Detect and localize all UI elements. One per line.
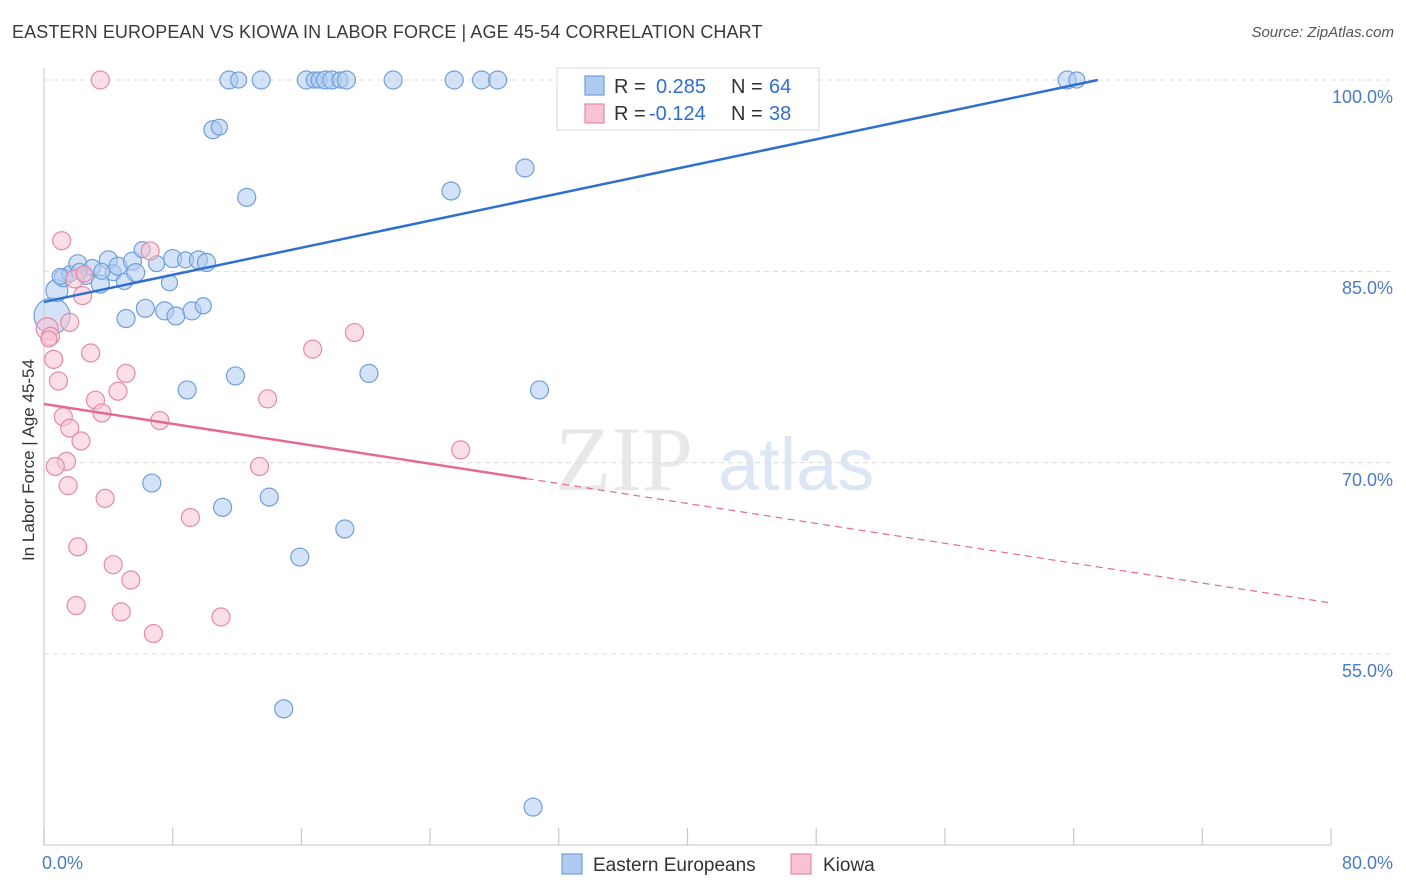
bottom-legend: Eastern Europeans Kiowa	[561, 853, 875, 876]
eastern-european-point-15	[135, 298, 155, 318]
y-tick-label-70: 70.0%	[1342, 470, 1393, 490]
eastern-european-point-41	[471, 70, 492, 90]
watermark-atlas: atlas	[718, 423, 874, 506]
kiowa-point-26	[111, 602, 131, 622]
kiowa-point-24	[121, 570, 141, 590]
kiowa-point-5	[60, 312, 80, 332]
legend-r-value-pink: -0.124	[649, 103, 706, 125]
kiowa-point-22	[68, 537, 88, 557]
kiowa-point-20	[58, 476, 78, 496]
kiowa-point-11	[108, 381, 128, 401]
eastern-european-point-49	[515, 158, 535, 178]
kiowa-point-12	[116, 363, 136, 383]
trend-lines	[43, 78, 1332, 604]
eastern-european-point-31	[251, 70, 271, 90]
eastern-european-point-28	[210, 118, 228, 136]
eastern-european-point-55	[212, 497, 233, 517]
bottom-legend-label-blue: Eastern Europeans	[593, 855, 756, 876]
eastern-european-point-57	[335, 519, 355, 539]
kiowa-point-16	[60, 418, 80, 438]
legend-swatch-blue	[584, 75, 605, 96]
kiowa-point-28	[180, 507, 200, 528]
trend-line-kiowa-solid	[43, 402, 527, 480]
eastern-european-point-47	[237, 187, 257, 207]
trend-line-kiowa-dashed	[526, 478, 1332, 604]
y-tick-label-55: 55.0%	[1342, 661, 1393, 681]
kiowa-point-23	[103, 555, 123, 575]
kiowa-point-27	[143, 623, 163, 644]
legend-n-label-blue: N =	[731, 76, 763, 98]
eastern-european-point-42	[488, 70, 508, 90]
eastern-european-point-59	[274, 699, 294, 719]
legend: R = 0.285 N = 64 R = -0.124 N = 38	[556, 67, 820, 131]
y-tick-label-85: 85.0%	[1342, 278, 1393, 298]
eastern-european-point-24	[194, 297, 212, 315]
legend-r-label-blue: R =	[614, 76, 646, 98]
kiowa-point-37	[75, 265, 93, 283]
eastern-european-point-38	[336, 70, 357, 90]
x-tick-label-max: 80.0%	[1342, 853, 1393, 873]
page-title: EASTERN EUROPEAN VS KIOWA IN LABOR FORCE…	[12, 22, 763, 42]
kiowa-point-32	[303, 339, 323, 359]
eastern-european-point-13	[126, 263, 146, 283]
x-tick-label-min: 0.0%	[42, 853, 83, 873]
legend-n-value-blue: 64	[769, 76, 791, 98]
series-kiowa	[35, 70, 471, 644]
kiowa-point-36	[40, 330, 58, 348]
kiowa-point-34	[451, 440, 471, 460]
axes-layer	[43, 68, 1332, 846]
trend-line-eastern-europeans	[43, 78, 1098, 304]
kiowa-point-21	[95, 488, 115, 508]
kiowa-point-8	[81, 343, 101, 363]
eastern-european-point-48	[441, 181, 461, 201]
kiowa-point-33	[344, 322, 365, 343]
eastern-european-point-20	[166, 306, 186, 326]
eastern-european-point-51	[225, 366, 246, 386]
legend-r-label-pink: R =	[614, 103, 646, 125]
kiowa-point-17	[71, 431, 91, 451]
kiowa-point-3	[48, 371, 69, 391]
legend-r-value-blue: 0.285	[656, 76, 706, 98]
eastern-european-point-54	[142, 473, 162, 493]
kiowa-point-31	[258, 389, 278, 409]
kiowa-point-4	[52, 231, 72, 251]
y-tick-label-100: 100.0%	[1332, 87, 1393, 107]
kiowa-point-30	[249, 456, 270, 477]
kiowa-point-29	[211, 607, 231, 627]
legend-swatch-pink	[584, 103, 605, 124]
eastern-european-point-39	[383, 70, 403, 90]
kiowa-point-35	[90, 70, 110, 90]
y-tick-labels: 55.0% 70.0% 85.0% 100.0%	[1332, 87, 1393, 681]
watermark-zip: ZIP	[555, 408, 693, 510]
eastern-european-point-52	[359, 363, 379, 383]
source-credit: Source: ZipAtlas.com	[1251, 24, 1394, 41]
eastern-european-point-50	[177, 380, 197, 400]
legend-n-value-pink: 38	[769, 103, 791, 125]
eastern-european-point-30	[230, 71, 248, 89]
bottom-legend-swatch-blue	[561, 853, 583, 875]
eastern-european-point-40	[444, 70, 464, 90]
kiowa-point-25	[66, 595, 86, 616]
legend-n-label-pink: N =	[731, 103, 763, 125]
eastern-european-point-53	[529, 380, 550, 400]
bottom-legend-swatch-pink	[790, 853, 812, 875]
grid-layer	[44, 79, 1391, 655]
watermark: ZIP atlas	[555, 408, 874, 510]
eastern-european-point-58	[290, 547, 310, 567]
eastern-european-point-60	[523, 797, 543, 817]
bottom-legend-label-pink: Kiowa	[823, 855, 875, 876]
kiowa-point-2	[44, 349, 64, 369]
kiowa-point-19	[45, 456, 65, 477]
eastern-european-point-26	[116, 308, 136, 329]
eastern-european-point-56	[259, 487, 279, 507]
y-axis-title: In Labor Force | Age 45-54	[19, 359, 38, 561]
eastern-european-point-61	[93, 262, 111, 280]
kiowa-point-13	[140, 241, 160, 261]
